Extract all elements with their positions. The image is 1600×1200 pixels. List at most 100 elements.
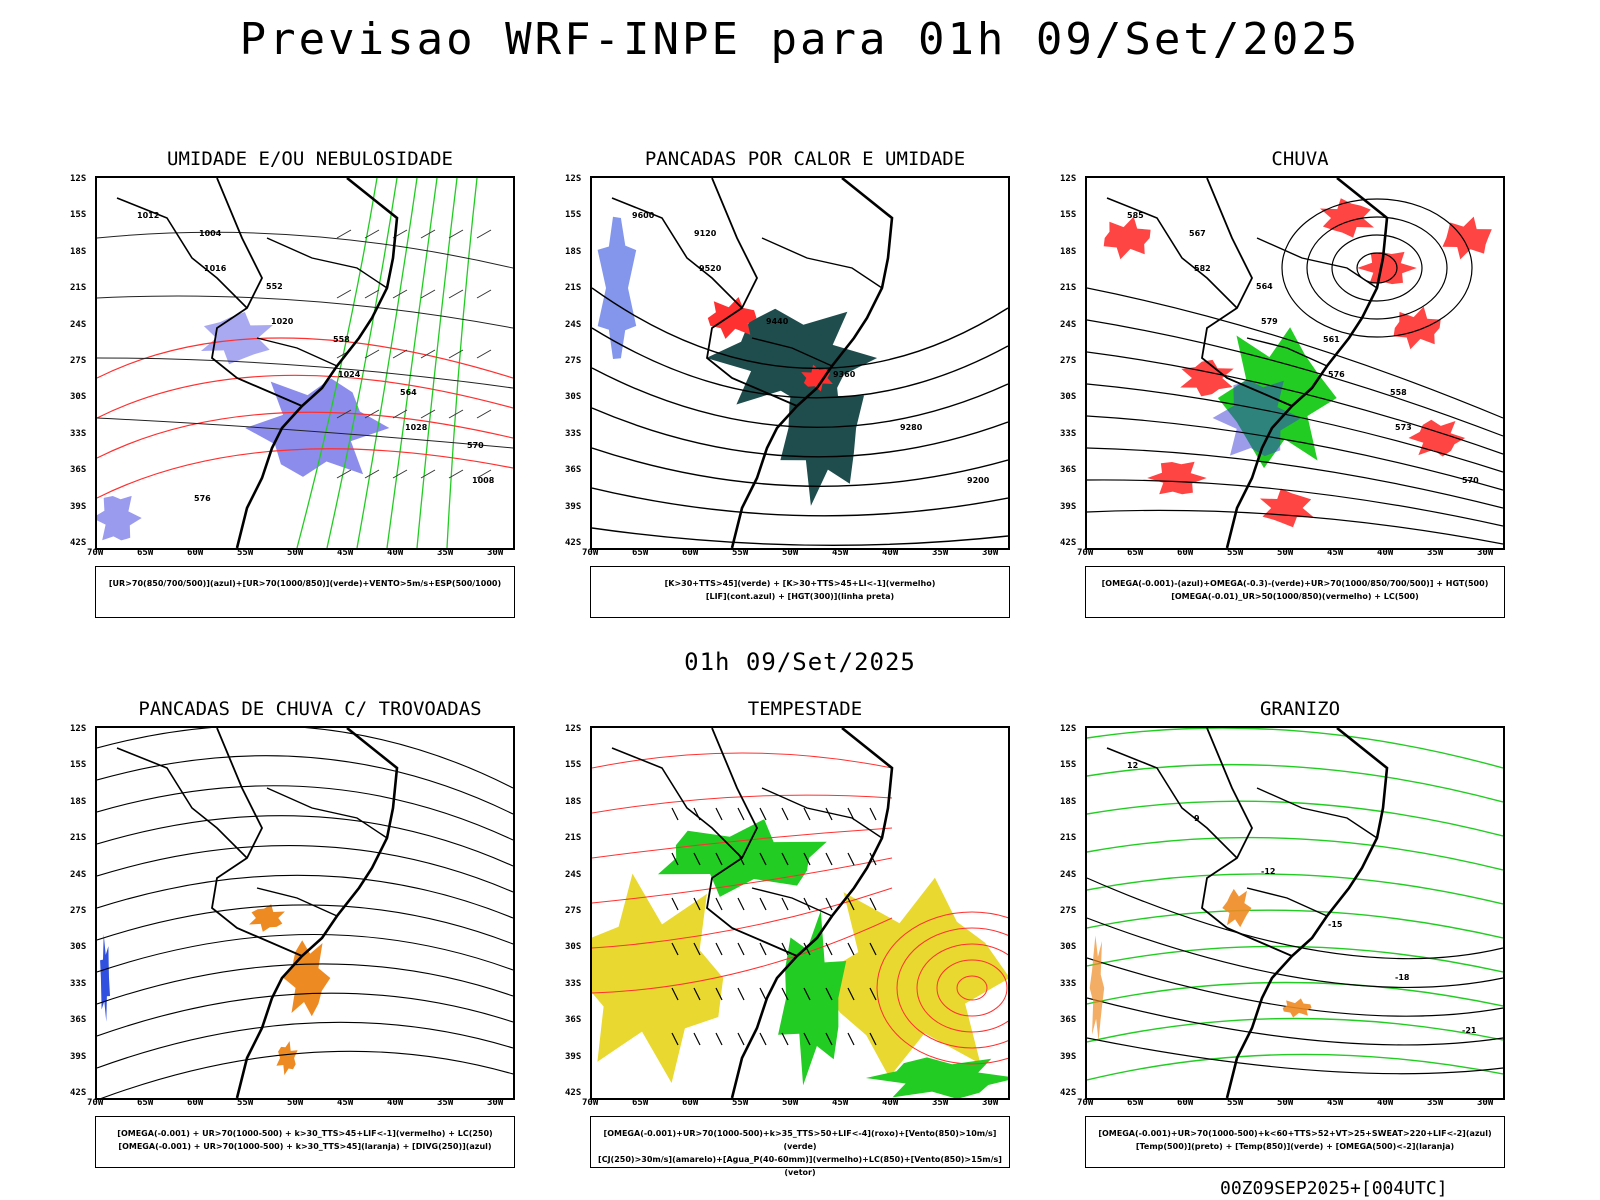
legend-text: [OMEGA(-0.001)-(azul)+OMEGA(-0.3)-(verde…	[1101, 579, 1489, 588]
lat-tick-label: 33S	[70, 428, 87, 439]
run-code: 00Z09SEP2025+[004UTC]	[1220, 1178, 1448, 1199]
panel-title: PANCADAS DE CHUVA C/ TROVOADAS	[138, 698, 482, 720]
pressure-isobar	[97, 231, 513, 269]
wind-vector	[803, 807, 811, 821]
lat-tick-label: 18S	[1060, 796, 1077, 807]
lat-tick-label: 12S	[565, 174, 582, 184]
panel-granizo: GRANIZO 12S 15S 18S 21S 24S 27S 30S 33S 36S 39S 42S…	[1060, 698, 1535, 1168]
wind-vector	[715, 852, 723, 866]
wind-vector	[392, 409, 408, 419]
state-line	[1256, 787, 1378, 839]
lat-tick-label: 12S	[1060, 174, 1077, 184]
streamline	[97, 992, 513, 1037]
lon-tick-label: 70W	[87, 548, 104, 558]
thickness-contour	[97, 411, 513, 459]
lon-tick-label: 40W	[387, 548, 404, 558]
humidity-contour-green	[416, 178, 458, 548]
lon-tick-label: 30W	[487, 548, 504, 558]
geopotential-contour	[1087, 351, 1503, 455]
lon-tick-label: 60W	[682, 548, 699, 558]
contour-label: 558	[1390, 388, 1407, 397]
lat-tick-label: 33S	[565, 978, 582, 989]
streamline-red	[896, 927, 1008, 1049]
lat-tick-label: 30S	[70, 392, 87, 403]
rain-area-red	[1180, 359, 1234, 397]
wind-vector	[825, 807, 833, 821]
pressure-isobar	[97, 295, 513, 329]
border-line	[706, 728, 798, 957]
lat-tick-label: 18S	[70, 246, 87, 257]
panel-umidade: UMIDADE E/OU NEBULOSIDADE 12S 15S 18S 21S 24S…	[70, 148, 545, 618]
lon-tick-label: 45W	[337, 1098, 354, 1108]
panel-title: CHUVA	[1271, 148, 1329, 170]
temperature-contour-500	[1087, 997, 1503, 1046]
wind-vector	[781, 807, 789, 821]
contour-label: -21	[1462, 1026, 1477, 1035]
wind-vector	[364, 349, 380, 359]
lat-tick-label: 18S	[70, 796, 87, 807]
map-svg	[97, 728, 513, 1098]
lon-tick-label: 65W	[632, 548, 649, 558]
streamline-red	[916, 943, 1008, 1033]
lat-tick-label: 27S	[70, 356, 87, 366]
legend-box: [UR>70(850/700/500)](azul)+[UR>70(1000/8…	[95, 566, 515, 618]
wind-vector	[693, 897, 701, 911]
map-plot: 9600 9520 9440 9360 9280 9200 9120	[590, 176, 1010, 550]
humidity-contour-green	[356, 178, 418, 548]
lat-tick-label: 30S	[70, 942, 87, 953]
contour-label: 9520	[699, 264, 722, 273]
lat-tick-label: 15S	[1060, 760, 1077, 771]
legend-box: [OMEGA(-0.001) + UR>70(1000-500) + k>30_…	[95, 1116, 515, 1168]
lat-tick-label: 42S	[565, 538, 582, 548]
temperature-contour-500	[1087, 957, 1503, 1017]
omega-area-orange	[1222, 888, 1252, 928]
contour-label: 1028	[405, 423, 428, 432]
coastline	[730, 728, 894, 1098]
coastline	[1225, 728, 1389, 1098]
wind-vector	[693, 987, 701, 1001]
wind-area-green	[778, 910, 847, 1086]
lat-tick-label: 27S	[1060, 906, 1077, 916]
wind-vector	[336, 229, 352, 239]
legend-text: [OMEGA(-0.001) + UR>70(1000-500) + k>30_…	[117, 1129, 493, 1138]
geopotential-contour	[592, 447, 1008, 487]
streamline-red	[592, 917, 893, 994]
lat-tick-label: 27S	[70, 906, 87, 916]
panel-title: GRANIZO	[1259, 698, 1341, 720]
lon-tick-label: 70W	[582, 1098, 599, 1108]
border-line	[116, 747, 248, 859]
contour-label: 576	[1328, 370, 1345, 379]
lon-tick-label: 45W	[1327, 1098, 1344, 1108]
contour-label: 570	[1462, 476, 1479, 485]
contour-label: 9	[1194, 814, 1200, 823]
lon-tick-label: 45W	[1327, 548, 1344, 558]
lat-tick-label: 36S	[70, 465, 87, 476]
streamline-red	[592, 857, 893, 904]
wind-vector	[781, 1032, 789, 1046]
geopotential-contour	[592, 367, 1008, 429]
geopotential-contour	[592, 327, 1008, 399]
lon-tick-label: 35W	[1427, 548, 1444, 558]
lat-tick-label: 33S	[565, 428, 582, 439]
wind-vector	[693, 942, 701, 956]
wind-vector	[448, 229, 464, 239]
wind-vector	[476, 289, 492, 299]
legend-text: [Temp(500)](preto) + [Temp(850)](verde) …	[1135, 1142, 1455, 1151]
storm-area-orange	[283, 940, 331, 1017]
temperature-contour-850	[1087, 909, 1503, 939]
humidity-area-blue	[97, 495, 142, 541]
lat-tick-label: 39S	[70, 501, 87, 512]
wind-area-green	[865, 1057, 1008, 1098]
wind-vector	[671, 1032, 679, 1046]
legend-box: [OMEGA(-0.001)+UR>70(1000-500)+k<60+TTS>…	[1085, 1116, 1505, 1168]
wind-vector	[869, 1032, 877, 1046]
map-plot	[95, 726, 515, 1100]
lon-tick-label: 30W	[982, 548, 999, 558]
geopotential-contour	[592, 527, 1008, 547]
lon-tick-label: 55W	[237, 1098, 254, 1108]
wind-vector	[392, 469, 408, 479]
rain-area-red	[1393, 306, 1441, 350]
contour-label: 585	[1127, 211, 1144, 220]
state-line	[1256, 237, 1378, 289]
lon-tick-label: 70W	[582, 548, 599, 558]
